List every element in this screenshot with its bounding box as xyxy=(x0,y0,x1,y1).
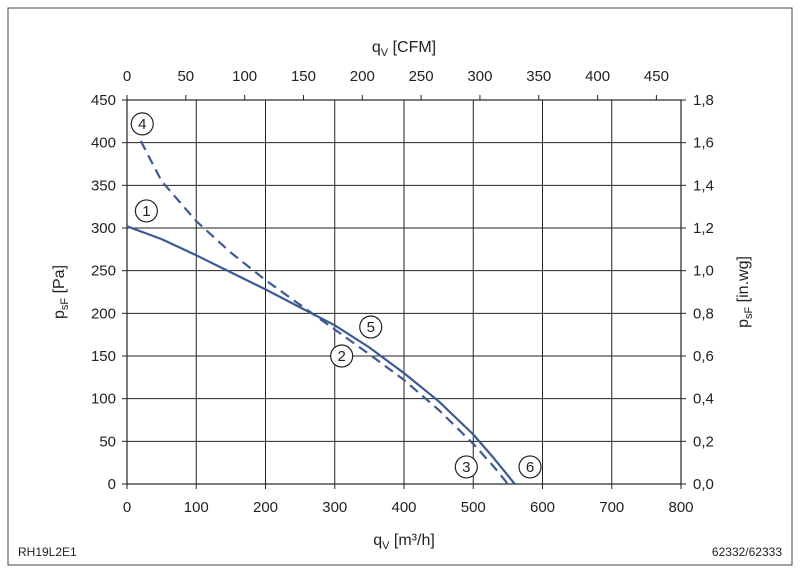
right-tick-label-1: 0,2 xyxy=(693,433,714,450)
bottom-tick-label-4: 400 xyxy=(391,499,416,516)
marker-label-5: 5 xyxy=(367,319,375,336)
series-lines xyxy=(126,140,516,485)
marker-2: 2 xyxy=(330,344,354,368)
marker-circle-4 xyxy=(130,112,154,136)
right-tick-label-5: 1,0 xyxy=(693,263,714,280)
top-axis-ticks: 0 50 100 150 200 250 300 350 400 450 xyxy=(123,68,669,100)
left-axis-label: psF [Pa] xyxy=(51,265,71,319)
series-line-dashed xyxy=(139,140,509,485)
bottom-tick-label-3: 300 xyxy=(322,499,347,516)
footer-left-code: RH19L2E1 xyxy=(18,545,77,559)
left-tick-label-7: 350 xyxy=(91,177,116,194)
top-tick-label-6: 300 xyxy=(467,68,492,85)
curve-markers: 1 2 3 4 5 6 xyxy=(130,112,542,479)
right-axis-ticks: 0,0 0,2 0,4 0,6 0,8 1,0 1,2 1,4 1,6 1,8 xyxy=(681,92,714,493)
left-tick-label-2: 100 xyxy=(91,391,116,408)
left-tick-label-6: 300 xyxy=(91,220,116,237)
left-axis-ticks: 0 50 100 150 200 250 300 350 400 450 xyxy=(91,92,127,493)
bottom-axis-ticks: 0 100 200 300 400 500 600 700 800 xyxy=(123,484,694,516)
series-line-solid xyxy=(126,225,516,485)
top-tick-label-2: 100 xyxy=(232,68,257,85)
right-tick-label-4: 0,8 xyxy=(693,305,714,322)
chart-border xyxy=(7,7,793,566)
top-tick-label-8: 400 xyxy=(585,68,610,85)
left-tick-label-4: 200 xyxy=(91,305,116,322)
top-tick-label-1: 50 xyxy=(177,68,194,85)
left-tick-label-5: 250 xyxy=(91,263,116,280)
bottom-tick-label-6: 600 xyxy=(530,499,555,516)
top-tick-label-4: 200 xyxy=(350,68,375,85)
grid-lines xyxy=(126,99,682,485)
top-tick-label-7: 350 xyxy=(526,68,551,85)
marker-circle-3 xyxy=(454,455,478,479)
marker-label-3: 3 xyxy=(462,459,470,476)
right-tick-label-0: 0,0 xyxy=(693,476,714,493)
bottom-axis-label: qV [m³/h] xyxy=(373,532,435,552)
top-tick-label-3: 150 xyxy=(291,68,316,85)
marker-circle-2 xyxy=(330,344,354,368)
marker-label-4: 4 xyxy=(138,116,146,133)
marker-3: 3 xyxy=(454,455,478,479)
marker-circle-6 xyxy=(518,455,542,479)
bottom-tick-label-5: 500 xyxy=(461,499,486,516)
left-tick-label-1: 50 xyxy=(99,433,116,450)
right-tick-label-9: 1,8 xyxy=(693,92,714,109)
bottom-tick-label-7: 700 xyxy=(599,499,624,516)
left-tick-label-8: 400 xyxy=(91,135,116,152)
marker-circle-5 xyxy=(359,315,383,339)
top-tick-label-0: 0 xyxy=(123,68,131,85)
right-tick-label-8: 1,6 xyxy=(693,135,714,152)
right-axis-label: psF [in.wg] xyxy=(735,256,755,328)
marker-label-6: 6 xyxy=(526,459,534,476)
marker-4: 4 xyxy=(130,112,154,136)
left-tick-label-9: 450 xyxy=(91,92,116,109)
right-tick-label-3: 0,6 xyxy=(693,348,714,365)
marker-1: 1 xyxy=(134,199,158,223)
right-tick-label-2: 0,4 xyxy=(693,391,714,408)
right-tick-label-6: 1,2 xyxy=(693,220,714,237)
top-tick-label-5: 250 xyxy=(409,68,434,85)
top-tick-label-9: 450 xyxy=(644,68,669,85)
marker-5: 5 xyxy=(359,315,383,339)
marker-6: 6 xyxy=(518,455,542,479)
bottom-tick-label-8: 800 xyxy=(668,499,693,516)
bottom-tick-label-0: 0 xyxy=(123,499,131,516)
marker-label-1: 1 xyxy=(142,203,150,220)
left-tick-label-0: 0 xyxy=(108,476,116,493)
bottom-tick-label-2: 200 xyxy=(253,499,278,516)
right-tick-label-7: 1,4 xyxy=(693,177,714,194)
marker-label-2: 2 xyxy=(338,348,346,365)
left-tick-label-3: 150 xyxy=(91,348,116,365)
footer-right-code: 62332/62333 xyxy=(712,545,782,559)
top-axis-label: qV [CFM] xyxy=(372,39,436,59)
marker-circle-1 xyxy=(134,199,158,223)
bottom-tick-label-1: 100 xyxy=(184,499,209,516)
